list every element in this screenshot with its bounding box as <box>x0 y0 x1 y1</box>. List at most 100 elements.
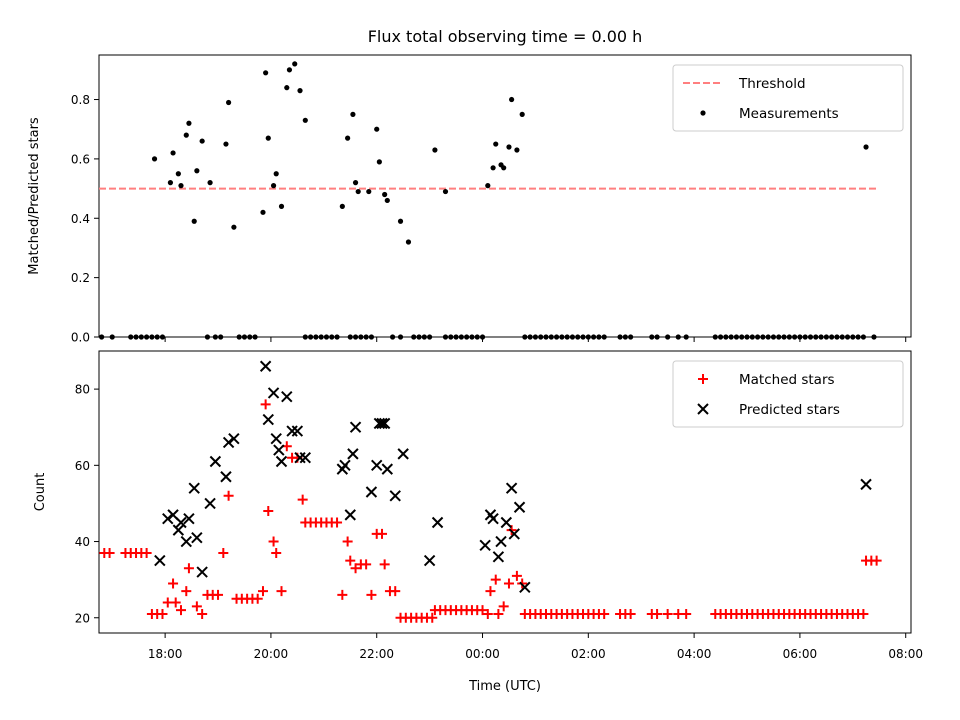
data-point <box>519 581 531 593</box>
legend-label: Measurements <box>739 106 839 122</box>
y-tick-label: 80 <box>75 383 90 397</box>
data-point <box>339 203 345 209</box>
data-point <box>384 197 390 204</box>
data-point <box>170 597 181 608</box>
data-point <box>191 218 197 224</box>
legend-box <box>672 64 904 132</box>
data-point <box>802 334 808 340</box>
data-point <box>860 334 866 340</box>
data-point <box>423 554 436 567</box>
data-point <box>863 144 869 150</box>
x-tick-label: 04:00 <box>677 647 712 661</box>
data-point <box>352 334 359 340</box>
data-point <box>675 334 681 340</box>
data-point <box>469 334 475 340</box>
data-point <box>273 171 279 177</box>
data-point <box>797 334 803 340</box>
data-point <box>792 334 798 340</box>
data-point <box>133 334 139 340</box>
x-tick-label: 06:00 <box>783 647 818 661</box>
y-tick-label: 0.6 <box>71 152 90 166</box>
data-point <box>207 180 213 186</box>
data-point <box>374 126 380 132</box>
data-point <box>313 334 319 340</box>
data-point <box>302 117 308 123</box>
data-point <box>154 334 160 340</box>
data-point <box>144 334 150 340</box>
data-point <box>490 574 501 585</box>
data-point <box>477 605 488 616</box>
series-measurements <box>99 61 877 340</box>
data-point <box>267 387 280 399</box>
data-point <box>297 494 308 505</box>
data-point <box>263 70 269 76</box>
data-point <box>807 334 814 340</box>
data-point <box>505 482 518 494</box>
data-point <box>786 334 792 340</box>
data-point <box>514 147 520 153</box>
data-point <box>378 417 391 430</box>
ratio-plot: 0.0 0.2 0.4 0.6 0.8 Matched/Predicted stars Th… <box>27 54 912 345</box>
x-tick-label: 20:00 <box>254 647 289 661</box>
data-point <box>204 497 216 510</box>
legend-plus-marker <box>698 374 708 384</box>
data-point <box>379 559 390 570</box>
data-point <box>286 67 293 73</box>
y-tick-label: 0.8 <box>71 93 90 107</box>
data-point <box>490 165 496 171</box>
y-tick-label: 0.0 <box>71 331 90 345</box>
y-axis-label: Matched/Predicted stars <box>27 117 42 275</box>
data-point <box>99 334 105 340</box>
data-point <box>170 150 176 156</box>
data-point <box>511 570 522 581</box>
data-point <box>382 191 388 198</box>
data-point <box>458 334 464 340</box>
data-point <box>548 334 554 340</box>
data-point <box>228 432 240 445</box>
y-tick-label: 0.4 <box>71 212 90 226</box>
data-point <box>175 171 181 177</box>
data-point <box>358 334 364 340</box>
data-point <box>273 444 285 456</box>
data-point <box>397 448 409 460</box>
data-point <box>519 111 525 117</box>
data-point <box>236 334 242 340</box>
data-point <box>268 536 279 547</box>
data-point <box>162 512 174 525</box>
data-point <box>271 547 282 558</box>
x-tick-label: 02:00 <box>571 647 606 661</box>
data-point <box>186 120 192 126</box>
data-point <box>479 539 491 552</box>
data-point <box>513 501 526 513</box>
data-point <box>361 559 372 570</box>
data-point <box>442 334 449 340</box>
data-point <box>389 334 396 340</box>
data-point <box>492 551 505 563</box>
data-point <box>377 528 388 539</box>
data-point <box>188 482 200 494</box>
data-point <box>665 334 671 340</box>
data-point <box>252 334 258 340</box>
data-point <box>580 334 586 340</box>
data-point <box>482 608 493 619</box>
data-point <box>191 532 203 544</box>
data-point <box>495 535 507 548</box>
data-point <box>760 334 766 340</box>
data-point <box>416 334 422 340</box>
legend-x-marker <box>697 403 709 415</box>
data-point <box>397 218 404 224</box>
data-point <box>405 239 412 245</box>
data-point <box>183 132 189 138</box>
data-point <box>485 586 496 597</box>
data-point <box>559 334 565 340</box>
data-point <box>844 334 851 340</box>
plot-frame <box>98 54 912 338</box>
count-plot: 20 40 60 80 18:00 20:00 22:00 00:00 02:00 04:00 06… <box>33 350 923 694</box>
data-point <box>183 563 194 574</box>
data-point <box>744 334 750 340</box>
data-point <box>363 334 369 340</box>
data-point <box>599 608 610 619</box>
data-point <box>625 608 636 619</box>
data-point <box>765 334 771 340</box>
data-point <box>276 586 287 597</box>
